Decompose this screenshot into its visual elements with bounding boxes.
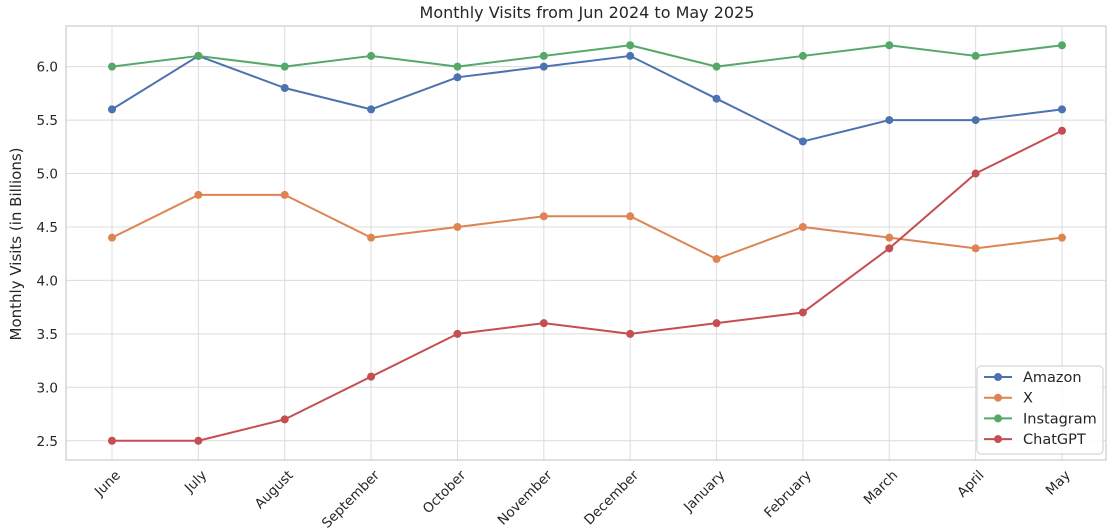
series-lines xyxy=(108,41,1066,445)
y-tick-label: 3.5 xyxy=(37,327,58,343)
data-point xyxy=(280,190,289,199)
y-tick-label: 3.0 xyxy=(37,380,58,396)
x-axis-ticks: June July August September October November De… xyxy=(91,467,1074,530)
legend-label: Amazon xyxy=(1023,370,1082,386)
plot-frame xyxy=(65,25,1107,461)
data-point xyxy=(626,41,635,50)
data-point xyxy=(712,94,721,103)
legend: Amazon X Instagram ChatGPT xyxy=(976,365,1104,455)
x-tick-label: September xyxy=(319,467,383,530)
x-tick-label: November xyxy=(495,467,556,528)
series-chatgpt xyxy=(108,126,1066,445)
data-point xyxy=(626,212,635,221)
x-tick-label: March xyxy=(861,468,901,508)
data-point xyxy=(280,415,289,424)
data-point xyxy=(971,169,980,178)
x-tick-label: August xyxy=(252,468,297,513)
legend-item: Amazon xyxy=(984,370,1082,386)
data-point xyxy=(539,212,548,221)
data-point xyxy=(194,190,203,199)
data-point xyxy=(539,319,548,328)
data-point xyxy=(108,105,116,114)
x-tick-label: July xyxy=(181,468,210,497)
data-point xyxy=(712,62,721,71)
legend-box xyxy=(976,365,1104,455)
y-axis-label: Monthly Visits (in Billions) xyxy=(7,148,25,341)
series-line xyxy=(111,54,1063,143)
legend-item: Instagram xyxy=(984,411,1097,427)
y-tick-label: 5.5 xyxy=(37,113,58,129)
data-point xyxy=(108,233,116,242)
x-tick-label: January xyxy=(680,468,728,516)
data-point xyxy=(453,62,462,71)
data-point xyxy=(971,51,980,60)
y-tick-label: 5.0 xyxy=(37,167,58,183)
data-point xyxy=(971,116,980,125)
data-point xyxy=(453,329,462,338)
y-tick-label: 4.5 xyxy=(37,220,58,236)
data-point xyxy=(108,436,116,445)
data-point xyxy=(1058,41,1066,50)
data-point xyxy=(1058,126,1066,135)
data-point xyxy=(798,137,807,146)
legend-item: X xyxy=(984,391,1033,407)
data-point xyxy=(539,62,548,71)
x-tick-label: April xyxy=(954,468,987,501)
legend-label: X xyxy=(1023,391,1033,407)
data-point xyxy=(194,51,203,60)
data-point xyxy=(798,51,807,60)
data-point xyxy=(798,222,807,231)
legend-marker xyxy=(994,435,1002,444)
data-point xyxy=(367,372,376,381)
x-tick-label: December xyxy=(581,467,642,528)
data-point xyxy=(971,244,980,253)
plot-border xyxy=(65,25,1107,461)
legend-label: ChatGPT xyxy=(1023,432,1086,448)
data-point xyxy=(280,84,289,92)
data-point xyxy=(885,116,894,125)
y-axis-ticks: 2.5 3.0 3.5 4.0 4.5 5.0 5.5 6.0 xyxy=(37,60,58,450)
data-point xyxy=(453,73,462,82)
series-line xyxy=(111,44,1063,68)
data-point xyxy=(712,255,721,264)
y-tick-label: 6.0 xyxy=(37,60,58,76)
data-point xyxy=(712,319,721,328)
data-point xyxy=(108,62,116,71)
series-line xyxy=(112,129,1063,442)
legend-item: ChatGPT xyxy=(984,432,1086,448)
series-instagram xyxy=(108,41,1066,71)
series-amazon xyxy=(108,51,1066,146)
x-tick-label: February xyxy=(761,468,815,522)
data-point xyxy=(626,51,635,60)
data-point xyxy=(798,308,807,317)
data-point xyxy=(194,436,203,445)
data-point xyxy=(280,62,289,71)
legend-label: Instagram xyxy=(1023,411,1097,427)
x-tick-label: October xyxy=(420,467,470,517)
data-point xyxy=(453,222,462,231)
data-point xyxy=(367,233,376,242)
y-tick-label: 2.5 xyxy=(37,434,58,450)
legend-marker xyxy=(994,393,1002,402)
series-line xyxy=(111,193,1063,261)
data-point xyxy=(367,105,376,114)
data-point xyxy=(539,51,548,60)
chart-title: Monthly Visits from Jun 2024 to May 2025 xyxy=(420,3,755,22)
y-tick-label: 4.0 xyxy=(37,273,58,289)
x-tick-label: June xyxy=(91,468,124,501)
data-point xyxy=(885,233,894,242)
data-point xyxy=(1058,233,1066,242)
legend-marker xyxy=(994,414,1002,423)
grid-lines xyxy=(66,26,1106,460)
data-point xyxy=(885,244,894,253)
data-point xyxy=(367,51,376,60)
data-point xyxy=(626,329,635,338)
x-tick-label: May xyxy=(1043,468,1074,499)
legend-marker xyxy=(994,373,1002,381)
data-point xyxy=(1058,105,1066,114)
series-x xyxy=(108,190,1066,264)
data-point xyxy=(885,41,894,50)
